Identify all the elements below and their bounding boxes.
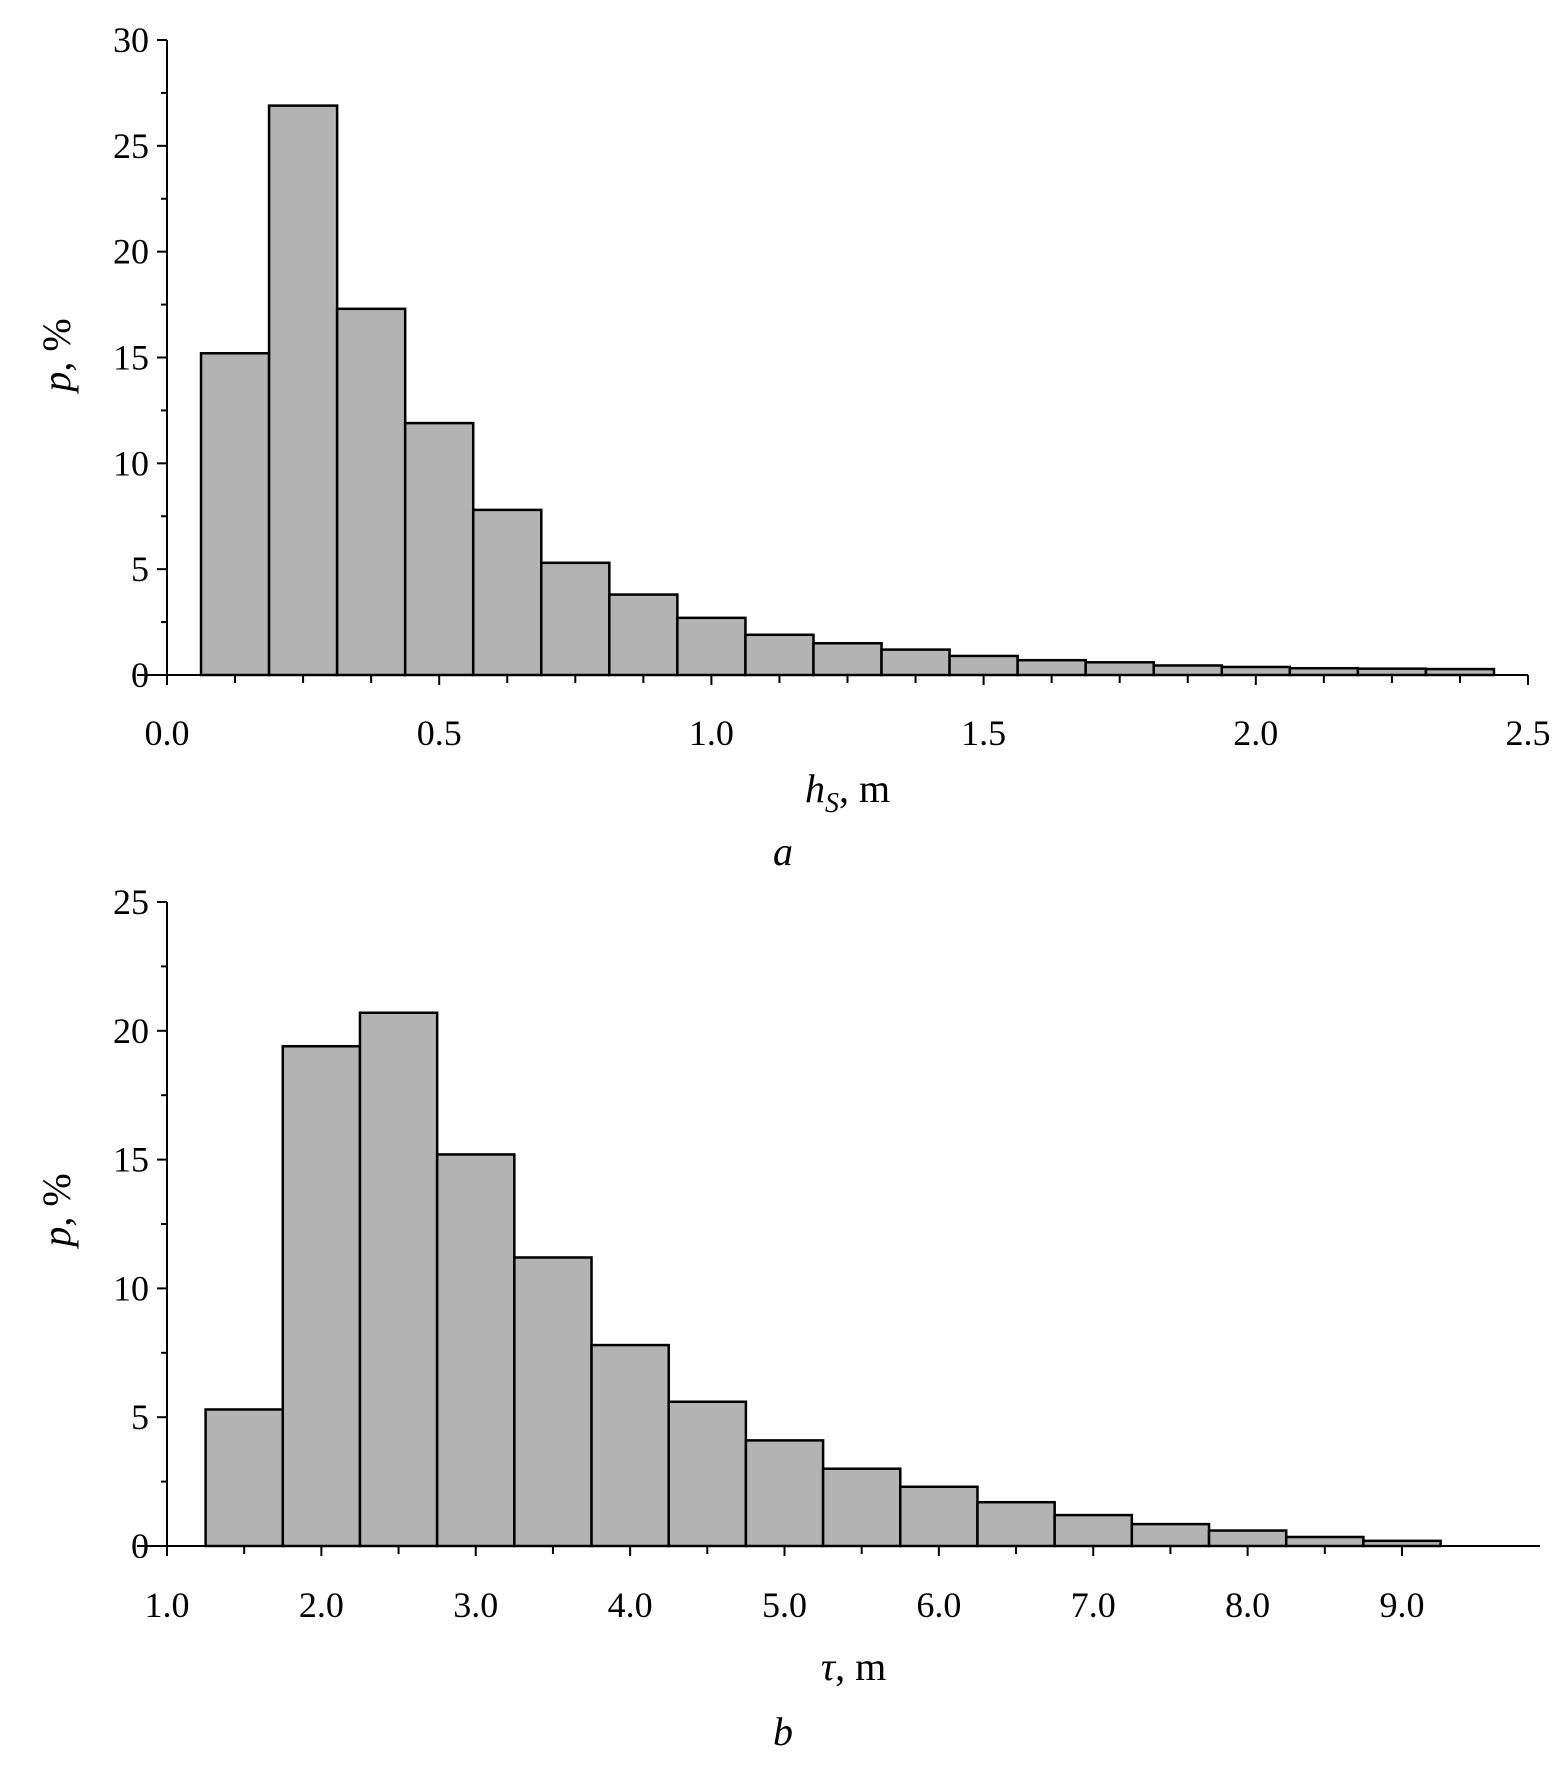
y-tick-label: 15 <box>113 338 149 378</box>
x-tick-label: 8.0 <box>1225 1585 1270 1625</box>
histogram-bar <box>948 654 1019 677</box>
y-axis-unit: , % <box>34 1173 79 1226</box>
x-tick-label: 0.0 <box>145 713 190 753</box>
x-tick-label: 0.5 <box>417 713 462 753</box>
histogram-bar <box>812 642 883 677</box>
histogram-bar <box>335 307 407 677</box>
histogram-bar <box>281 1045 362 1548</box>
y-tick-label: 0 <box>131 1526 149 1566</box>
y-tick-label: 10 <box>113 443 149 483</box>
y-tick-label: 30 <box>113 20 149 60</box>
histogram-bar <box>744 1439 825 1548</box>
y-axis-label: p, % <box>34 1173 79 1249</box>
histogram-bar <box>204 1408 285 1548</box>
x-axis-unit: , m <box>835 1644 886 1689</box>
y-tick-label: 20 <box>113 1011 149 1051</box>
y-tick-label: 20 <box>113 232 149 272</box>
histogram-bar <box>199 352 271 677</box>
x-axis-subscript: S <box>825 788 839 819</box>
x-tick-label: 3.0 <box>453 1585 498 1625</box>
x-axis-label: τ, m <box>821 1644 886 1689</box>
y-axis-unit: , % <box>34 318 79 371</box>
histogram-bar <box>540 561 611 677</box>
y-tick-label: 0 <box>131 655 149 695</box>
x-tick-label: 1.5 <box>961 713 1006 753</box>
histogram-bar <box>608 593 679 677</box>
y-tick-label: 15 <box>113 1140 149 1180</box>
histogram-bar <box>1284 1535 1365 1548</box>
histogram-bar <box>358 1011 439 1548</box>
histogram-bar <box>1288 666 1360 677</box>
panel-label: a <box>773 829 793 874</box>
y-tick-label: 25 <box>113 126 149 166</box>
x-tick-label: 2.0 <box>299 1585 344 1625</box>
histogram-bar <box>1084 661 1155 677</box>
histogram-panel-a: 0 5 10 15 20 25 30 0.0 0.5 1.0 1.5 2.0 2.5 hS, m p, % a <box>34 20 1551 874</box>
x-tick-label: 1.0 <box>145 1585 190 1625</box>
x-tick-label: 7.0 <box>1071 1585 1116 1625</box>
y-tick-label: 5 <box>131 1397 149 1437</box>
histogram-bar <box>403 421 475 677</box>
x-tick-label: 6.0 <box>916 1585 961 1625</box>
x-axis-variable: h <box>805 766 825 811</box>
x-axis-unit: , m <box>839 766 890 811</box>
y-axis-variable: p <box>34 1227 79 1250</box>
x-axis-label: hS, m <box>805 766 890 819</box>
histogram-bar <box>744 633 815 677</box>
histogram-bar <box>513 1256 593 1548</box>
histogram-bar <box>667 1400 748 1548</box>
x-tick-label: 1.0 <box>689 713 734 753</box>
x-tick-label: 4.0 <box>608 1585 653 1625</box>
histogram-bar <box>1220 665 1292 677</box>
histogram-bar <box>899 1485 979 1548</box>
histogram-bar <box>1130 1522 1211 1548</box>
y-axis-label: p, % <box>34 318 79 394</box>
histogram-bar <box>880 648 951 677</box>
histogram-bar <box>1152 664 1224 677</box>
x-tick-label: 5.0 <box>762 1585 807 1625</box>
histogram-bar <box>676 616 747 677</box>
histogram-bar <box>821 1467 902 1548</box>
histogram-bar <box>976 1500 1056 1548</box>
histogram-bar <box>435 1153 516 1548</box>
histogram-bar <box>471 508 543 677</box>
x-tick-label: 2.5 <box>1506 713 1551 753</box>
panel-label: b <box>773 1709 793 1754</box>
histogram-bar <box>1053 1513 1134 1548</box>
y-tick-label: 5 <box>131 549 149 589</box>
histogram-bar <box>590 1343 670 1548</box>
x-tick-label: 2.0 <box>1233 713 1278 753</box>
y-tick-label: 10 <box>113 1268 149 1308</box>
x-axis-variable: τ <box>821 1644 837 1689</box>
x-tick-label: 9.0 <box>1380 1585 1425 1625</box>
histogram-bar <box>1207 1529 1288 1548</box>
y-tick-label: 25 <box>113 882 149 922</box>
histogram-bar <box>267 104 339 677</box>
histogram-bar <box>1016 658 1087 677</box>
y-axis-variable: p <box>34 372 79 395</box>
